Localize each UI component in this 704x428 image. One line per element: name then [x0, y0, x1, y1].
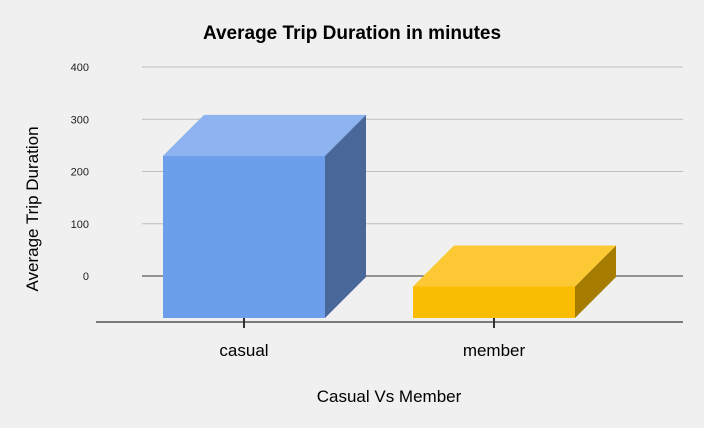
y-axis-ticks: 0 100 200 300 400: [71, 62, 89, 283]
bar-member: [413, 245, 616, 318]
bar-side-face: [325, 114, 366, 318]
bar-front-face: [163, 155, 325, 318]
y-tick-label: 100: [71, 219, 89, 231]
y-axis-label: Average Trip Duration: [23, 126, 42, 291]
x-axis-categories: casual member: [219, 318, 526, 360]
chart-title: Average Trip Duration in minutes: [203, 23, 501, 44]
x-category-label: member: [463, 341, 526, 360]
bar-front-face: [413, 286, 575, 318]
bar-side-face: [575, 245, 616, 318]
bar-top-face: [163, 114, 366, 156]
y-tick-label: 200: [71, 167, 89, 179]
y-tick-label: 0: [83, 271, 89, 283]
x-axis-label: Casual Vs Member: [317, 387, 462, 406]
x-category-label: casual: [219, 341, 268, 360]
bar-casual: [163, 114, 366, 318]
y-tick-label: 400: [71, 62, 89, 74]
bar-top-face: [413, 245, 616, 287]
y-tick-label: 300: [71, 114, 89, 126]
bars: [163, 114, 616, 318]
